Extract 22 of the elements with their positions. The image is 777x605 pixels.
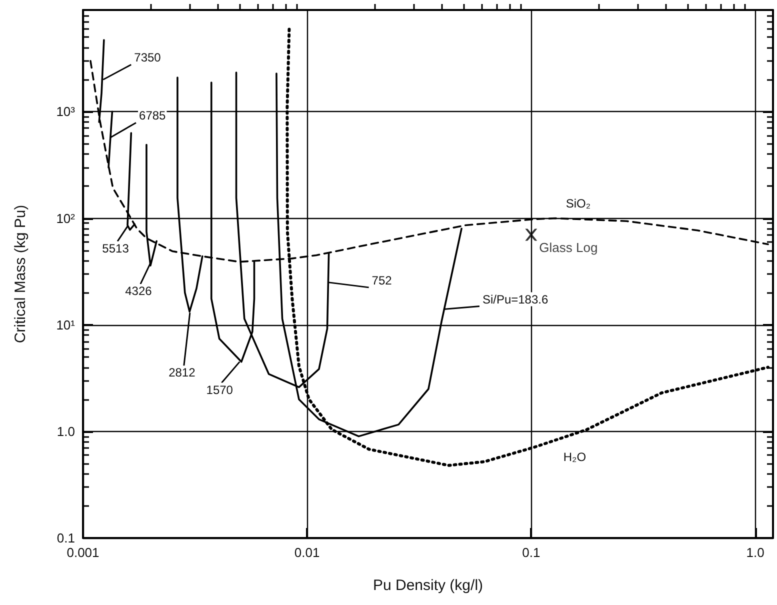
annotation: 7350	[134, 50, 162, 65]
series-label: Glass Log	[539, 240, 598, 255]
annotation: Si/Pu=183.6	[482, 292, 548, 306]
annotation: 1570	[206, 382, 234, 397]
y-axis-title: Critical Mass (kg Pu)	[12, 204, 29, 344]
y-tick-label: 0.1	[56, 530, 75, 546]
y-tick-label: 10¹	[56, 317, 76, 332]
x-tick-label: 0.01	[294, 545, 320, 560]
annotation: 752	[372, 273, 392, 288]
annotation: 4326	[125, 284, 152, 298]
y-tick-label: 10²	[56, 210, 76, 226]
y-tick-label: 10³	[56, 104, 76, 120]
x-tick-label: 1.0	[746, 545, 764, 560]
annotation: 6785	[139, 108, 166, 123]
annotation: H₂O	[563, 450, 586, 464]
x-axis-title: Pu Density (kg/l)	[372, 577, 484, 594]
x-tick-label: 0.1	[522, 545, 540, 560]
annotation: 5513	[102, 241, 130, 256]
annotation: 2812	[168, 366, 196, 380]
y-tick-label: 1.0	[56, 424, 75, 439]
annotation: SiO₂	[566, 196, 591, 210]
x-tick-label: 0.001	[66, 545, 100, 560]
